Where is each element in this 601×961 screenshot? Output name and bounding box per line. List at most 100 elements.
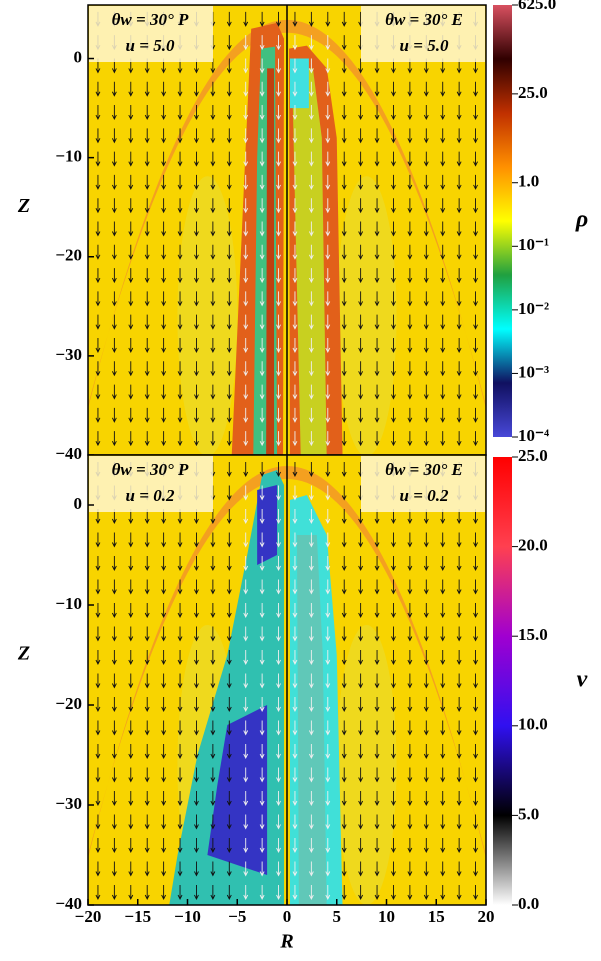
velocity-arrow xyxy=(177,532,183,548)
velocity-arrow xyxy=(440,603,446,619)
velocity-arrow xyxy=(194,105,199,121)
velocity-arrow xyxy=(456,151,462,167)
velocity-arrow xyxy=(259,268,265,284)
velocity-arrow xyxy=(276,885,281,901)
velocity-arrow xyxy=(358,128,364,144)
velocity-arrow xyxy=(161,791,167,807)
velocity-arrow xyxy=(341,151,347,167)
velocity-arrow xyxy=(128,128,134,144)
velocity-arrow xyxy=(95,221,101,237)
velocity-arrow xyxy=(226,720,232,736)
velocity-arrow xyxy=(473,626,478,642)
velocity-arrow xyxy=(292,151,298,167)
velocity-arrow xyxy=(161,337,167,353)
velocity-arrow xyxy=(210,105,216,121)
colorbar-tick-label: 10⁻¹ xyxy=(518,235,549,254)
velocity-arrow xyxy=(177,407,183,423)
velocity-arrow xyxy=(243,626,249,642)
velocity-arrow xyxy=(226,384,232,400)
velocity-arrow xyxy=(144,337,150,353)
velocity-arrow xyxy=(456,767,462,783)
velocity-arrow xyxy=(440,314,446,330)
velocity-arrow xyxy=(243,105,249,121)
velocity-arrow xyxy=(111,767,117,783)
velocity-arrow xyxy=(243,885,249,901)
velocity-arrow xyxy=(423,337,429,353)
velocity-arrow xyxy=(144,198,150,214)
velocity-arrow xyxy=(308,462,314,478)
velocity-arrow xyxy=(292,673,298,689)
velocity-arrow xyxy=(161,697,167,713)
velocity-arrow xyxy=(111,174,117,190)
velocity-arrow xyxy=(374,861,380,877)
velocity-arrow xyxy=(391,744,396,760)
velocity-arrow xyxy=(423,532,429,548)
velocity-arrow xyxy=(161,814,167,830)
velocity-arrow xyxy=(292,128,298,144)
velocity-arrow xyxy=(292,268,298,284)
velocity-arrow xyxy=(341,268,347,284)
velocity-arrow xyxy=(358,767,364,783)
velocity-arrow xyxy=(276,431,281,447)
velocity-arrow xyxy=(456,556,462,572)
velocity-arrow xyxy=(111,791,117,807)
velocity-arrow xyxy=(144,720,150,736)
velocity-arrow xyxy=(259,603,265,619)
velocity-arrow xyxy=(161,174,167,190)
velocity-arrow xyxy=(276,626,281,642)
velocity-arrow xyxy=(276,105,281,121)
velocity-arrow xyxy=(259,314,265,330)
velocity-arrow xyxy=(276,384,281,400)
velocity-arrow xyxy=(194,626,199,642)
velocity-arrow xyxy=(440,174,446,190)
velocity-arrow xyxy=(226,198,232,214)
velocity-arrow xyxy=(194,268,199,284)
velocity-arrow xyxy=(259,720,265,736)
velocity-arrow xyxy=(456,885,462,901)
velocity-arrow xyxy=(292,744,298,760)
velocity-arrow xyxy=(210,221,216,237)
velocity-arrow xyxy=(210,128,216,144)
velocity-arrow xyxy=(276,407,281,423)
velocity-arrow xyxy=(391,532,396,548)
velocity-arrow xyxy=(358,291,364,307)
velocity-arrow xyxy=(308,128,314,144)
velocity-arrow xyxy=(292,198,298,214)
velocity-arrow xyxy=(423,81,429,97)
velocity-arrow xyxy=(111,579,117,595)
velocity-arrow xyxy=(391,556,396,572)
velocity-arrow xyxy=(308,314,314,330)
velocity-arrow xyxy=(259,337,265,353)
velocity-arrow xyxy=(292,407,298,423)
velocity-arrow xyxy=(194,291,199,307)
annotation: θw = 30° P xyxy=(112,10,189,29)
velocity-arrow xyxy=(391,579,396,595)
y-tick-label: −30 xyxy=(55,794,82,813)
velocity-arrow xyxy=(243,431,249,447)
velocity-arrow xyxy=(308,221,314,237)
velocity-arrow xyxy=(161,431,167,447)
velocity-arrow xyxy=(226,105,232,121)
velocity-arrow xyxy=(144,791,150,807)
velocity-arrow xyxy=(325,579,331,595)
velocity-arrow xyxy=(341,626,347,642)
velocity-arrow xyxy=(325,462,331,478)
velocity-arrow xyxy=(276,462,281,478)
velocity-arrow xyxy=(243,673,249,689)
velocity-arrow xyxy=(259,198,265,214)
velocity-arrow xyxy=(144,814,150,830)
velocity-arrow xyxy=(177,128,183,144)
velocity-arrow xyxy=(210,244,216,260)
velocity-arrow xyxy=(259,361,265,377)
y-axis-label: Z xyxy=(17,195,30,217)
velocity-arrow xyxy=(276,35,281,51)
velocity-arrow xyxy=(341,407,347,423)
wake-region xyxy=(336,176,397,455)
velocity-arrow xyxy=(325,81,331,97)
velocity-arrow xyxy=(407,744,413,760)
velocity-arrow xyxy=(95,291,101,307)
velocity-arrow xyxy=(177,885,183,901)
velocity-arrow xyxy=(276,767,281,783)
velocity-arrow xyxy=(391,407,396,423)
velocity-arrow xyxy=(325,767,331,783)
